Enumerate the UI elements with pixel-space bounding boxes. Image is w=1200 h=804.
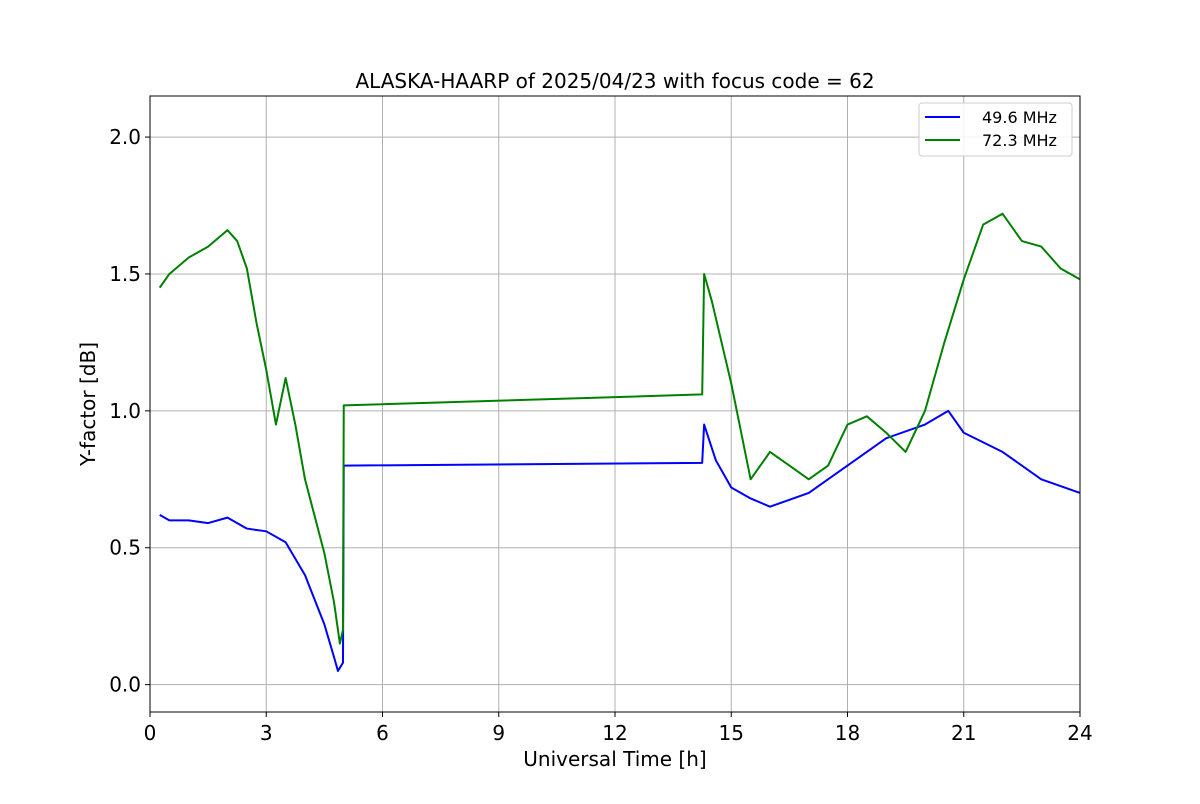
chart-title: ALASKA-HAARP of 2025/04/23 with focus co… [355,69,874,93]
series-line-2 [158,212,1081,645]
y-tick-label: 1.5 [109,262,141,286]
x-tick-label: 6 [376,721,389,745]
x-tick-label: 0 [144,721,157,745]
x-tick-label: 21 [951,721,976,745]
legend-entry-series-1: 49.6 MHz [982,108,1057,127]
x-tick-label: 12 [602,721,627,745]
series-layer [158,212,1081,672]
legend: 49.6 MHz 72.3 MHz [918,102,1073,157]
y-tick-label: 2.0 [109,125,141,149]
x-tick-label: 15 [719,721,744,745]
x-tick-label: 9 [492,721,505,745]
x-tick-label: 24 [1067,721,1092,745]
ticks: 0 3 6 9 12 15 18 21 24 0.0 0.5 1.0 1.5 2.0 [109,125,1093,745]
legend-entry-series-2: 72.3 MHz [982,131,1057,150]
y-axis-label: Y-factor [dB] [76,342,100,467]
x-axis-label: Universal Time [h] [523,747,706,771]
y-tick-label: 1.0 [109,399,141,423]
series-line-1 [159,409,1081,672]
x-tick-label: 3 [260,721,273,745]
x-tick-label: 18 [835,721,860,745]
grid [149,96,1081,712]
y-tick-label: 0.0 [109,673,141,697]
y-tick-label: 0.5 [109,536,141,560]
